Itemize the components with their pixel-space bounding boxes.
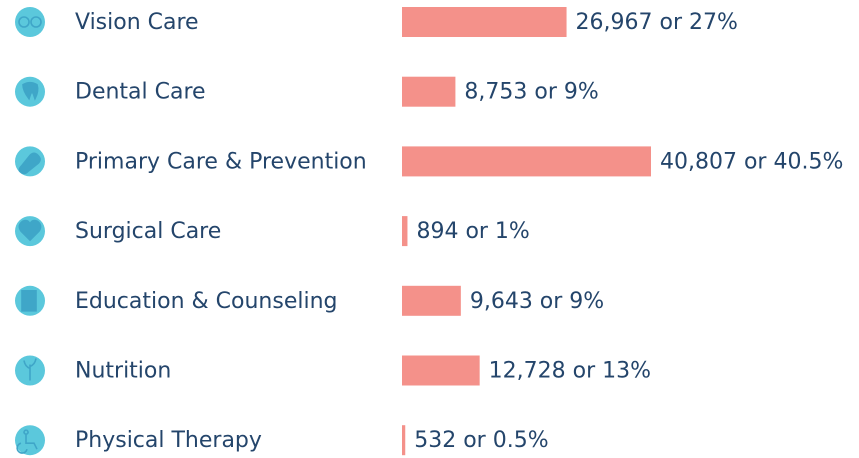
row: Primary Care & Prevention 40,807 or 40.5% bbox=[15, 146, 843, 177]
category-icon-glyph bbox=[22, 81, 39, 101]
category-label: Dental Care bbox=[75, 80, 206, 105]
category-label: Vision Care bbox=[75, 10, 199, 35]
category-icon bbox=[15, 425, 45, 456]
category-icon bbox=[15, 7, 45, 37]
row: Physical Therapy 532 or 0.5% bbox=[15, 425, 549, 456]
row: Surgical Care 894 or 1% bbox=[15, 216, 530, 247]
bar bbox=[402, 7, 567, 37]
bar bbox=[402, 355, 480, 386]
row: Education & Counseling 9,643 or 9% bbox=[15, 285, 604, 316]
bar bbox=[402, 425, 406, 456]
row: Vision Care 26,967 or 27% bbox=[15, 7, 738, 37]
value-label: 12,728 or 13% bbox=[489, 359, 651, 384]
category-icon-glyph bbox=[16, 429, 38, 454]
value-label: 532 or 0.5% bbox=[414, 428, 548, 453]
category-label: Nutrition bbox=[75, 359, 171, 384]
value-label: 8,753 or 9% bbox=[464, 80, 598, 105]
category-label: Surgical Care bbox=[75, 219, 221, 244]
category-label: Physical Therapy bbox=[75, 428, 262, 453]
row: Nutrition 12,728 or 13% bbox=[15, 355, 651, 386]
value-label: 9,643 or 9% bbox=[470, 289, 604, 314]
row: Dental Care 8,753 or 9% bbox=[15, 76, 599, 107]
value-label: 894 or 1% bbox=[416, 219, 529, 244]
value-label: 40,807 or 40.5% bbox=[660, 149, 843, 174]
category-icon-glyph bbox=[18, 219, 42, 242]
bar bbox=[402, 285, 461, 316]
value-label: 26,967 or 27% bbox=[576, 10, 738, 35]
category-icon-glyph bbox=[21, 289, 37, 312]
category-icon-glyph bbox=[18, 16, 42, 28]
bar bbox=[402, 146, 651, 177]
category-icon-glyph bbox=[18, 152, 41, 175]
category-label: Primary Care & Prevention bbox=[75, 149, 367, 174]
category-icon-glyph bbox=[23, 358, 37, 381]
category-label: Education & Counseling bbox=[75, 289, 338, 314]
bar bbox=[402, 216, 408, 247]
bar bbox=[402, 76, 456, 107]
